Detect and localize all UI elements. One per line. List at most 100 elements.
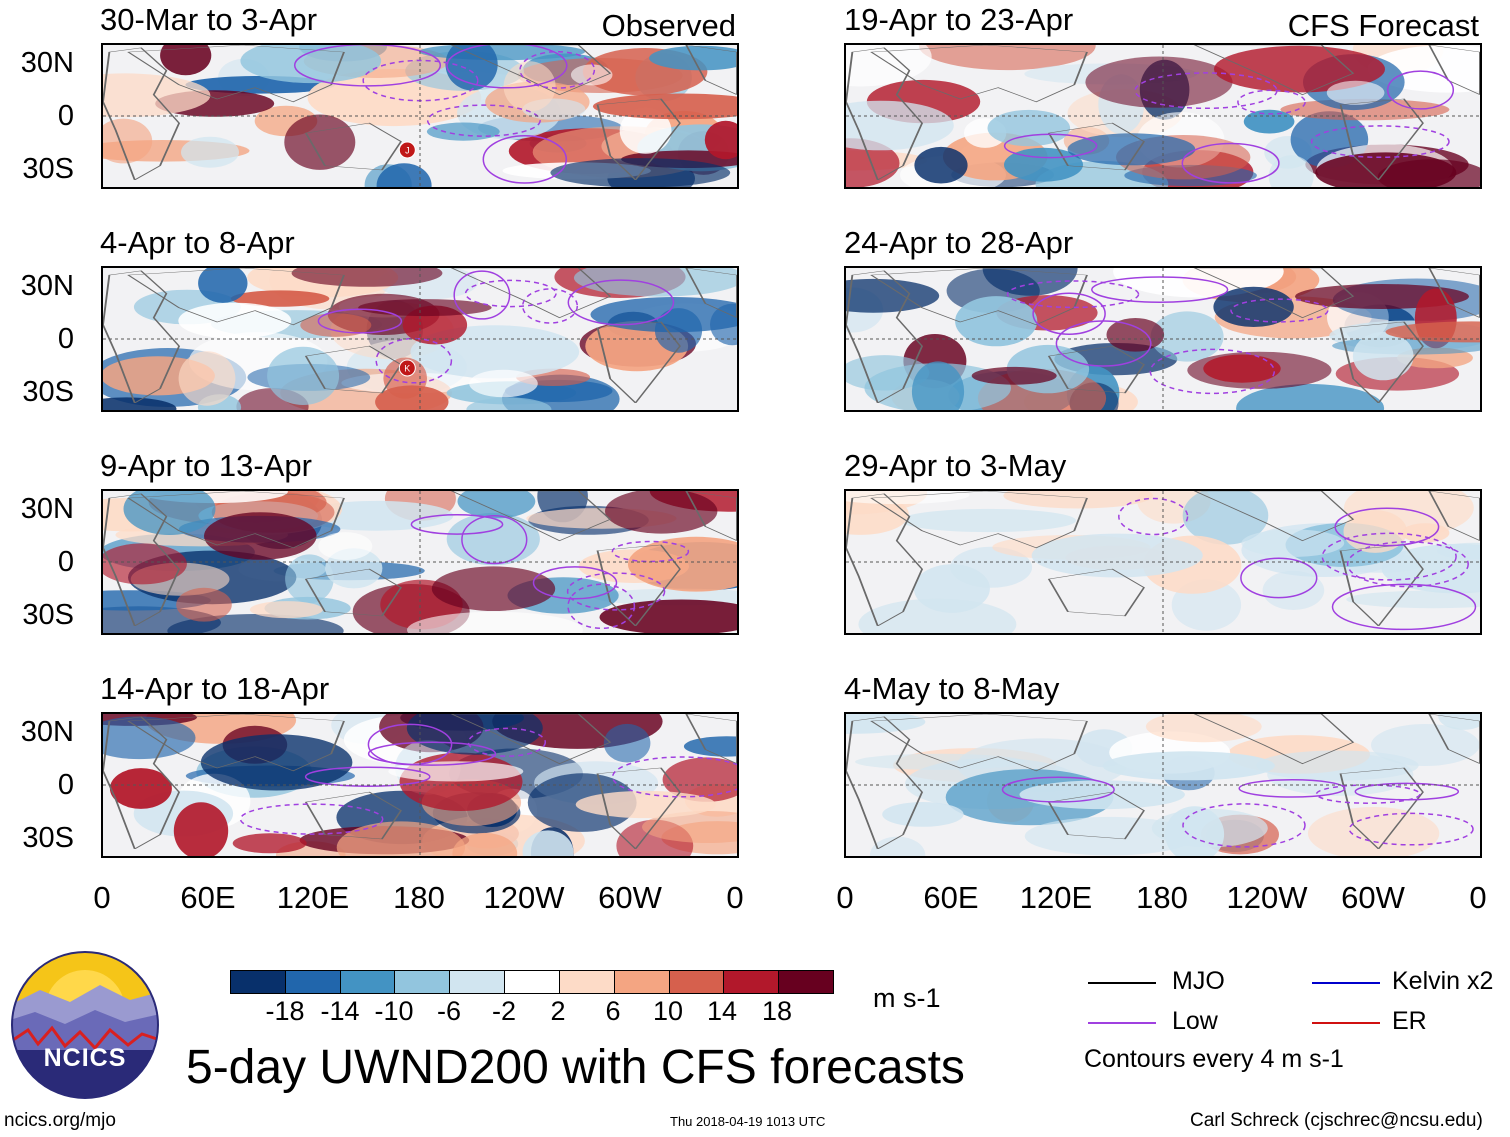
map-field (846, 268, 1480, 410)
anomaly-blob (291, 268, 443, 287)
colorbar-label: 14 (706, 996, 738, 1026)
low-contour (1055, 320, 1152, 367)
anomaly-blob (284, 114, 356, 170)
y-tick-label: 0 (57, 546, 74, 578)
anomaly-blob (446, 512, 540, 566)
anomaly-blob (1343, 510, 1407, 553)
anomaly-blob (869, 836, 926, 856)
anomaly-blob (1385, 321, 1480, 343)
map-panel-obs-4 (101, 712, 739, 858)
colorbar-swatch (395, 971, 451, 993)
anomaly-blob (1203, 354, 1281, 383)
panel-title: 14-Apr to 18-Apr (100, 671, 330, 706)
anomaly-blob (1031, 533, 1203, 578)
y-tick-label: 0 (57, 769, 74, 801)
low-contour (519, 50, 596, 89)
colorbar-swatch (779, 971, 833, 993)
anomaly-blob (375, 385, 449, 410)
anomaly-blob (911, 361, 965, 410)
footer-url[interactable]: ncics.org/mjo (4, 1110, 116, 1131)
low-contour (1346, 541, 1469, 588)
low-contour (611, 756, 737, 798)
low-contour (446, 45, 568, 89)
low-contour (1032, 292, 1106, 335)
x-tick-label: 0 (726, 880, 744, 915)
anomaly-blob (573, 268, 737, 297)
panel-title: 30-Mar to 3-Apr (100, 2, 318, 37)
low-contour (1003, 133, 1098, 159)
anomaly-blob (1102, 751, 1275, 781)
y-tick-label: 0 (57, 100, 74, 132)
low-contour (375, 337, 453, 384)
anomaly-blob (1377, 159, 1480, 187)
x-tick-label: 120E (1019, 880, 1093, 915)
map-panel-fcst-4 (844, 712, 1482, 858)
low-contour (567, 583, 636, 630)
panel-title: 4-May to 8-May (844, 671, 1060, 706)
anomaly-blob (1256, 750, 1419, 781)
anomaly-blob (1213, 286, 1294, 327)
anomaly-blob (982, 268, 1078, 296)
anomaly-blob (642, 811, 737, 843)
legend-line-er (1312, 1022, 1380, 1024)
low-contour (410, 513, 504, 535)
anomaly-blob (285, 554, 334, 604)
anomaly-blob (846, 100, 954, 151)
x-tick-label: 120W (1226, 880, 1308, 915)
low-contour (367, 741, 497, 766)
colorbar-label: 2 (550, 996, 566, 1026)
colorbar-label: 6 (605, 996, 621, 1026)
colorbar-swatch (340, 971, 396, 993)
legend-line-mjo (1088, 982, 1156, 984)
legend-label-mjo: MJO (1172, 967, 1225, 995)
logo-text: NCICS (43, 1044, 127, 1072)
anomaly-blob (918, 45, 1096, 71)
y-tick-label: 30N (20, 47, 74, 79)
storm-marker-label: K (404, 364, 410, 374)
anomaly-blob (1438, 714, 1480, 730)
anomaly-blob (603, 723, 651, 763)
anomaly-blob (1106, 318, 1165, 352)
anomaly-blob (619, 107, 672, 154)
anomaly-blob (466, 397, 552, 410)
x-tick-label: 180 (393, 880, 445, 915)
anomaly-blob (178, 351, 236, 406)
map-field: K (103, 268, 737, 410)
map-field: J (103, 45, 737, 187)
y-tick-label: 30S (22, 822, 74, 854)
map-panel-fcst-3 (844, 489, 1482, 635)
anomaly-blob (232, 833, 307, 854)
anomaly-blob (955, 296, 1038, 347)
anomaly-blob (882, 802, 964, 827)
low-contour (1181, 142, 1280, 184)
low-contour (1334, 507, 1440, 547)
low-contour (1310, 125, 1450, 159)
colorbar-swatch (231, 971, 286, 993)
anomaly-blob (109, 768, 172, 809)
coastlines (846, 45, 1480, 180)
anomaly-blob (570, 64, 613, 86)
anomaly-blob (336, 821, 466, 856)
anomaly-blob (1241, 529, 1345, 557)
anomaly-blob (431, 566, 556, 611)
map-panel-fcst-1 (844, 43, 1482, 189)
anomaly-blob (426, 122, 500, 141)
low-contour (1237, 89, 1306, 115)
map-field (103, 714, 737, 856)
low-contour (1091, 276, 1229, 303)
anomaly-blob (204, 512, 317, 560)
legend-line-low (1088, 1022, 1156, 1024)
anomaly-blob (858, 598, 1017, 633)
anomaly-blob (103, 716, 196, 760)
colorbar-swatch (285, 971, 341, 993)
x-tick-label: 0 (93, 880, 111, 915)
y-tick-label: 30S (22, 153, 74, 185)
anomaly-blob (971, 366, 1057, 385)
ncics-logo (11, 951, 159, 1099)
colorbar-swatch (669, 971, 725, 993)
low-contour (1006, 280, 1140, 309)
colorbar-label: -6 (436, 996, 461, 1026)
low-contour (1001, 776, 1115, 803)
low-contour (1182, 803, 1306, 848)
panel-title: 24-Apr to 28-Apr (844, 225, 1074, 260)
